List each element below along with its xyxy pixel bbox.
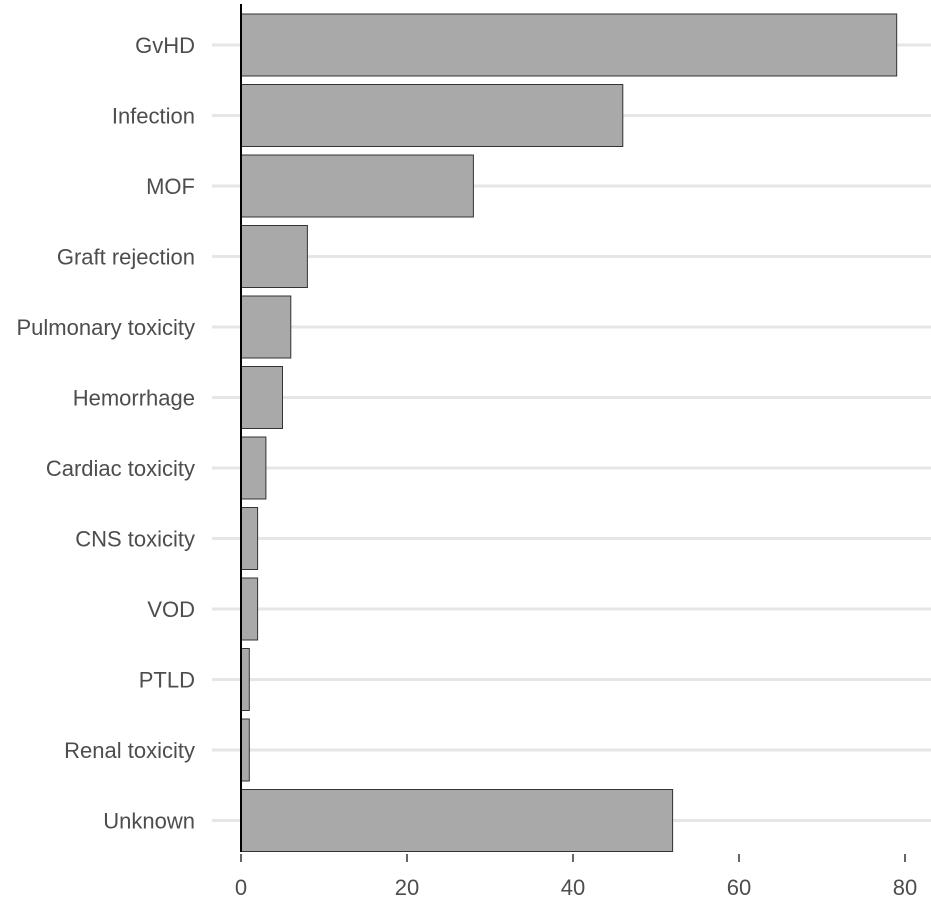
category-label: Graft rejection (57, 245, 195, 270)
x-tick-label: 40 (561, 875, 585, 900)
bar-pulmonary-toxicity (240, 295, 292, 359)
bar-hemorrhage (240, 366, 283, 429)
bar-cns-toxicity (240, 507, 259, 570)
category-label: PTLD (139, 668, 195, 693)
category-label: Renal toxicity (64, 738, 195, 763)
category-label: Pulmonary toxicity (16, 315, 195, 340)
x-tick-label: 0 (235, 875, 247, 900)
bar-mof (240, 154, 474, 218)
category-label: Cardiac toxicity (46, 456, 195, 481)
category-label: VOD (147, 597, 195, 622)
bar-renal-toxicity (240, 718, 250, 782)
bar-cardiac-toxicity (240, 436, 267, 500)
bar-ptld (240, 648, 250, 711)
category-labels: GvHD Infection MOF Graft rejection Pulmonary… (16, 33, 195, 834)
x-tick-label: 20 (395, 875, 419, 900)
category-label: Hemorrhage (73, 386, 195, 411)
bar-graft-rejection (240, 225, 308, 288)
x-tick-label: 60 (727, 875, 751, 900)
x-tick-label: 80 (893, 875, 917, 900)
category-label: Infection (112, 104, 195, 129)
bars (240, 13, 898, 852)
category-label: Unknown (103, 809, 195, 834)
bar-gvhd (240, 13, 898, 77)
category-label: CNS toxicity (75, 527, 195, 552)
bar-unknown (240, 789, 674, 852)
bar-vod (240, 577, 259, 641)
category-label: MOF (146, 174, 195, 199)
category-label: GvHD (135, 33, 195, 58)
bar-infection (240, 84, 624, 147)
x-axis: 0 20 40 60 80 (235, 854, 917, 900)
